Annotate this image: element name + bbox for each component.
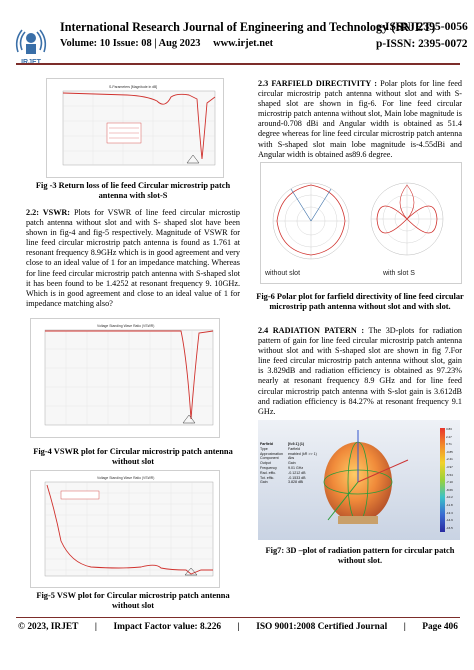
vswr-heading: 2.2: VSWR: [26, 208, 71, 217]
fig5-title: Voltage Standing Wave Ratio (VSWR) [97, 476, 154, 480]
footer-copyright: © 2023, IRJET [18, 622, 79, 632]
fig7-scale-label: 2.27 [446, 434, 452, 439]
fig7-caption: Fig7: 3D –plot of radiation pattern for … [265, 546, 455, 566]
fig7-table-key: Component [260, 456, 279, 461]
fig3-title: S-Parameters [Magnitude in dB] [109, 85, 157, 89]
fig7-table-row: Rad. effic. -0.1212 dB [260, 471, 324, 476]
fig7-table-value: 9.01 GHz [288, 465, 304, 470]
website-link[interactable]: www.irjet.net [213, 38, 274, 49]
fig7-table-row: Type Farfield [260, 447, 324, 452]
fig7-3d-radiation-plot: Farfield [f=9.1] (1) Type Farfield Approxima… [258, 420, 460, 540]
footer-iso: ISO 9001:2008 Certified Journal [256, 622, 388, 632]
fig7-table-value: enabled (kR >> 1) [288, 451, 317, 456]
fig7-scale-label: -0.85 [446, 449, 453, 454]
fig5-caption: Fig-5 VSW plot for Circular microstrip p… [36, 591, 230, 611]
polar-plot-with-slot [370, 182, 444, 256]
farfield-paragraph: 2.3 FARFIELD DIRECTIVITY : Polar plots f… [258, 79, 462, 160]
fig7-table-value: Abs [288, 456, 295, 461]
logo-text: IRJET [21, 59, 42, 66]
fig7-table-key: Output [260, 461, 271, 466]
fig4-caption: Fig-4 VSWR plot for Circular microstrip … [33, 447, 233, 467]
footer-impact-factor: Impact Factor value: 8.226 [113, 622, 222, 632]
fig7-table-value: -0.1533 dB [288, 475, 306, 480]
fig7-scale-label: -8.66 [446, 487, 453, 492]
fig7-scale-label: -2.41 [446, 457, 453, 462]
fig7-table-key: Approximation [260, 451, 283, 456]
fig7-scale-label: -10.2 [446, 495, 453, 500]
fig7-table-value: Farfield [288, 446, 300, 451]
radiation-body: The 3D-plots for radiation pattern of ga… [258, 326, 463, 416]
fig6-label-with-slot: with slot S [382, 270, 415, 277]
fig7-table-key: Frequency [260, 465, 277, 470]
fig7-table-key: Rad. effic. [260, 470, 277, 475]
volume-line: Volume: 10 Issue: 08 | Aug 2023 www.irje… [60, 38, 273, 49]
fig7-info-table: Farfield [f=9.1] (1) Type Farfield Approxima… [260, 442, 324, 485]
fig4-vswr-plot: Voltage Standing Wave Ratio (VSWR) [30, 318, 220, 438]
volume-text: Volume: 10 Issue: 08 | Aug 2023 [60, 38, 201, 49]
polar-plot-without-slot [272, 182, 350, 260]
vswr-paragraph: 2.2: VSWR: Plots for VSWR of line feed c… [26, 208, 240, 309]
farfield-body: Polar plots for line feed circular micro… [258, 79, 463, 159]
header-divider [16, 63, 460, 65]
fig7-table-value: Gain [288, 461, 296, 466]
footer-divider [16, 617, 460, 618]
fig7-scale-label: -5.54 [446, 472, 453, 477]
fig7-scale-label: -14.9 [446, 518, 453, 523]
fig7-color-scale: 3.83 2.27 0.71 -0.85 -2.41 -3.97 -5.54 -7.10 -8.… [440, 424, 458, 536]
footer-sep-2: | [237, 622, 240, 632]
irjet-logo: IRJET [8, 22, 54, 68]
footer-sep-1: | [94, 622, 97, 632]
fig7-table-row: Farfield [f=9.1] (1) [260, 442, 324, 447]
fig7-table-row: Tot. effic. -0.1533 dB [260, 476, 324, 481]
fig6-label-without-slot: without slot [264, 270, 300, 277]
fig7-table-value: 3.828 dBi [288, 480, 304, 485]
fig7-table-row: Component Abs [260, 456, 324, 461]
e-issn: e-ISSN: 2395-0056 [376, 20, 468, 33]
fig7-table-row: Output Gain [260, 461, 324, 466]
fig7-scale-label: -13.3 [446, 510, 453, 515]
farfield-heading: 2.3 FARFIELD DIRECTIVITY : [258, 79, 377, 88]
fig7-table-key: Gain [260, 480, 268, 485]
fig7-scale-label: 3.83 [446, 427, 452, 431]
fig7-table-key: Farfield [260, 442, 273, 446]
fig7-table-key: Type [260, 446, 268, 451]
fig7-scale-label: -7.10 [446, 480, 453, 485]
fig7-table-row: Gain 3.828 dBi [260, 480, 324, 485]
footer: © 2023, IRJET | Impact Factor value: 8.2… [18, 622, 458, 632]
radiation-heading: 2.4 RADIATION PATERN : [258, 326, 365, 335]
fig7-scale-label: 0.71 [446, 442, 452, 447]
fig7-table-value: -0.1212 dB [288, 470, 306, 475]
footer-sep-3: | [403, 622, 406, 632]
fig7-table-row: Approximation enabled (kR >> 1) [260, 452, 324, 457]
fig6-polar-plots: without slot with slot S [260, 162, 462, 284]
p-issn: p-ISSN: 2395-0072 [376, 38, 468, 50]
footer-page-number: Page 406 [422, 622, 458, 632]
fig7-scale-label: -16.5 [446, 525, 453, 530]
radiation-paragraph: 2.4 RADIATION PATERN : The 3D-plots for … [258, 326, 462, 417]
fig7-scale-label: -3.97 [446, 464, 453, 469]
fig4-title: Voltage Standing Wave Ratio (VSWR) [97, 324, 154, 328]
fig7-table-key: Tot. effic. [260, 475, 275, 480]
journal-title: International Research Journal of Engine… [60, 20, 436, 34]
fig5-vswr-plot: Voltage Standing Wave Ratio (VSWR) [30, 470, 220, 588]
fig3-return-loss-plot: S-Parameters [Magnitude in dB] [46, 78, 224, 178]
fig7-scale-label: -11.8 [446, 502, 453, 507]
fig6-caption: Fig-6 Polar plot for farfield directivit… [256, 292, 464, 312]
fig3-caption: Fig -3 Return loss of lie feed Circular … [35, 181, 231, 201]
fig7-table-value: [f=9.1] (1) [288, 442, 305, 446]
fig7-table-row: Frequency 9.01 GHz [260, 466, 324, 471]
vswr-body: Plots for VSWR of line feed circular mic… [26, 208, 240, 308]
